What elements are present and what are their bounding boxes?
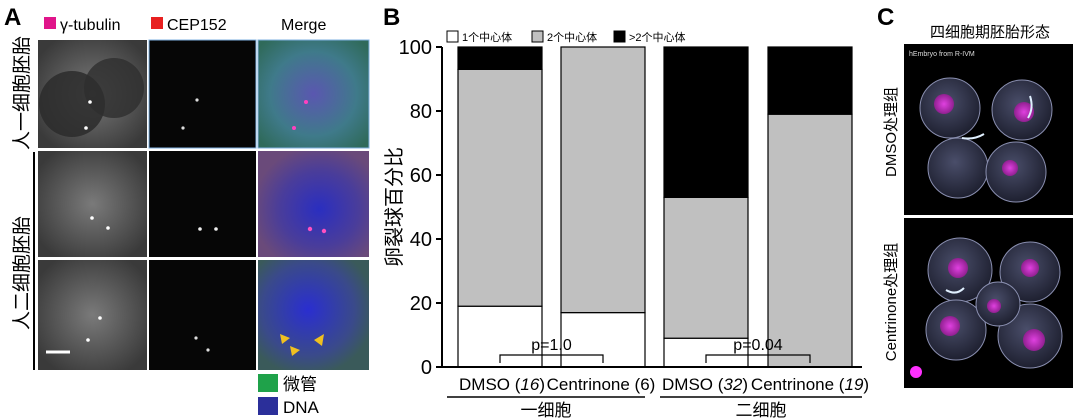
panel-c-letter: C	[877, 4, 894, 31]
nucleus	[1023, 329, 1045, 351]
x-tick-label: Centrinone (6)	[547, 375, 656, 394]
centrosome-dot	[292, 126, 296, 130]
bar-segment	[663, 46, 749, 198]
panel-c: C 四细胞期胚胎形态 DMSO处理组 Centrinone处理组 hEmbryo…	[877, 4, 1073, 388]
cep152-swatch	[151, 17, 163, 29]
centrosome-dot	[307, 226, 313, 232]
gamma-tubulin-swatch	[44, 17, 56, 29]
nucleus	[948, 258, 968, 278]
y-tick-label: 60	[410, 165, 432, 187]
nucleus	[1021, 259, 1039, 277]
centrosome-dot	[106, 226, 110, 230]
bar-segment	[767, 46, 853, 115]
bar-segment	[560, 46, 646, 314]
spindle-fiber	[945, 287, 965, 294]
row-label-dmso: DMSO处理组	[883, 87, 900, 177]
centrosome-dot	[198, 227, 202, 231]
legend-swatch	[613, 30, 626, 43]
p-value-label: p=1.0	[531, 337, 572, 354]
y-tick-label: 40	[410, 229, 432, 251]
panel-c-title: 四细胞期胚胎形态	[930, 24, 1050, 41]
nucleus	[934, 94, 954, 114]
stacked-bar-chart: 0 20 40 60 80 100 卵裂球百分比 1个中心体 2个中心体 >2个中心体 DMSO (…	[383, 30, 869, 420]
bar-segment	[457, 68, 543, 307]
gamma-tubulin-legend-label: γ-tubulin	[60, 17, 120, 34]
y-tick-label: 100	[399, 37, 432, 59]
bar-segment	[663, 196, 749, 339]
x-tick-label: Centrinone (19)	[751, 375, 869, 394]
spindle-fiber	[961, 133, 985, 140]
centrosome-dot	[214, 227, 218, 231]
embryo-image-watermark: hEmbryo from R-IVM	[909, 51, 975, 58]
microtubule-swatch	[258, 374, 278, 392]
spindle-fiber	[1027, 95, 1033, 119]
arrowhead-marker	[280, 334, 290, 344]
dna-legend-label: DNA	[283, 398, 320, 417]
bar-segment	[457, 46, 543, 70]
polar-body	[910, 366, 922, 378]
y-tick-label: 20	[410, 293, 432, 315]
nucleus	[987, 299, 1001, 313]
centrosome-dot	[181, 126, 185, 130]
panel-b-letter: B	[383, 4, 400, 31]
image-tile-cep152-two-cell-b	[149, 260, 256, 370]
y-tick-label: 0	[421, 357, 432, 379]
centrosome-dot	[206, 348, 210, 352]
blastomere	[927, 137, 989, 199]
panel-a-letter: A	[4, 4, 21, 31]
image-tile-cep152-one-cell	[148, 39, 257, 149]
legend-swatch	[531, 30, 544, 43]
row-label-centrinone: Centrinone处理组	[883, 243, 900, 361]
cep152-legend-label: CEP152	[167, 17, 227, 34]
centrosome-dot	[98, 316, 102, 320]
y-tick-label: 80	[410, 101, 432, 123]
tile-border	[257, 39, 370, 149]
nucleus	[1002, 160, 1018, 176]
bar-segment	[767, 113, 853, 368]
dna-swatch	[258, 397, 278, 415]
pronucleus-shape	[84, 58, 144, 118]
centrosome-dot	[321, 228, 327, 234]
image-tile-merge-one-cell	[258, 40, 369, 148]
nucleus	[940, 316, 960, 336]
centrosome-dot	[84, 126, 88, 130]
group-label: 一细胞	[521, 401, 572, 420]
image-tile-gamma-tubulin-two-cell-a	[38, 151, 147, 257]
row-label-one-cell: 人一细胞胚胎	[11, 36, 33, 150]
arrowhead-marker	[314, 334, 324, 346]
legend-label: 1个中心体	[462, 30, 512, 44]
panel-b: B 0 20 40 60 80 100 卵裂球百分比 1个中心体 2个中心体 >2个中心体 DMSO…	[383, 4, 869, 420]
image-tile-cep152-two-cell-a	[149, 151, 256, 257]
y-axis-label: 卵裂球百分比	[383, 147, 406, 267]
centrosome-dot	[90, 216, 94, 220]
row-label-two-cell: 人二细胞胚胎	[11, 216, 33, 330]
centrosome-dot	[88, 100, 92, 104]
x-tick-label: DMSO (32)	[662, 375, 748, 394]
arrowhead-marker	[290, 346, 300, 356]
centrosome-dot	[194, 336, 198, 340]
legend-label: >2个中心体	[629, 30, 686, 44]
image-tile-merge-two-cell-a	[258, 151, 369, 257]
centrosome-dot	[304, 100, 308, 104]
microtubule-legend-label: 微管	[283, 375, 317, 394]
x-tick-label: DMSO (16)	[459, 375, 545, 394]
image-tile-merge-two-cell-b	[258, 260, 369, 370]
legend-label: 2个中心体	[547, 30, 597, 44]
panel-a: A γ-tubulin CEP152 Merge 人一细胞胚胎 人二细胞胚胎	[4, 4, 370, 417]
p-value-label: p=0.04	[733, 337, 782, 354]
significance-bracket	[499, 354, 604, 363]
centrosome-dot	[86, 338, 90, 342]
merge-column-label: Merge	[281, 17, 326, 34]
group-label: 二细胞	[736, 401, 787, 420]
legend-swatch	[446, 30, 459, 43]
centrosome-dot	[195, 98, 199, 102]
significance-bracket	[705, 354, 811, 363]
